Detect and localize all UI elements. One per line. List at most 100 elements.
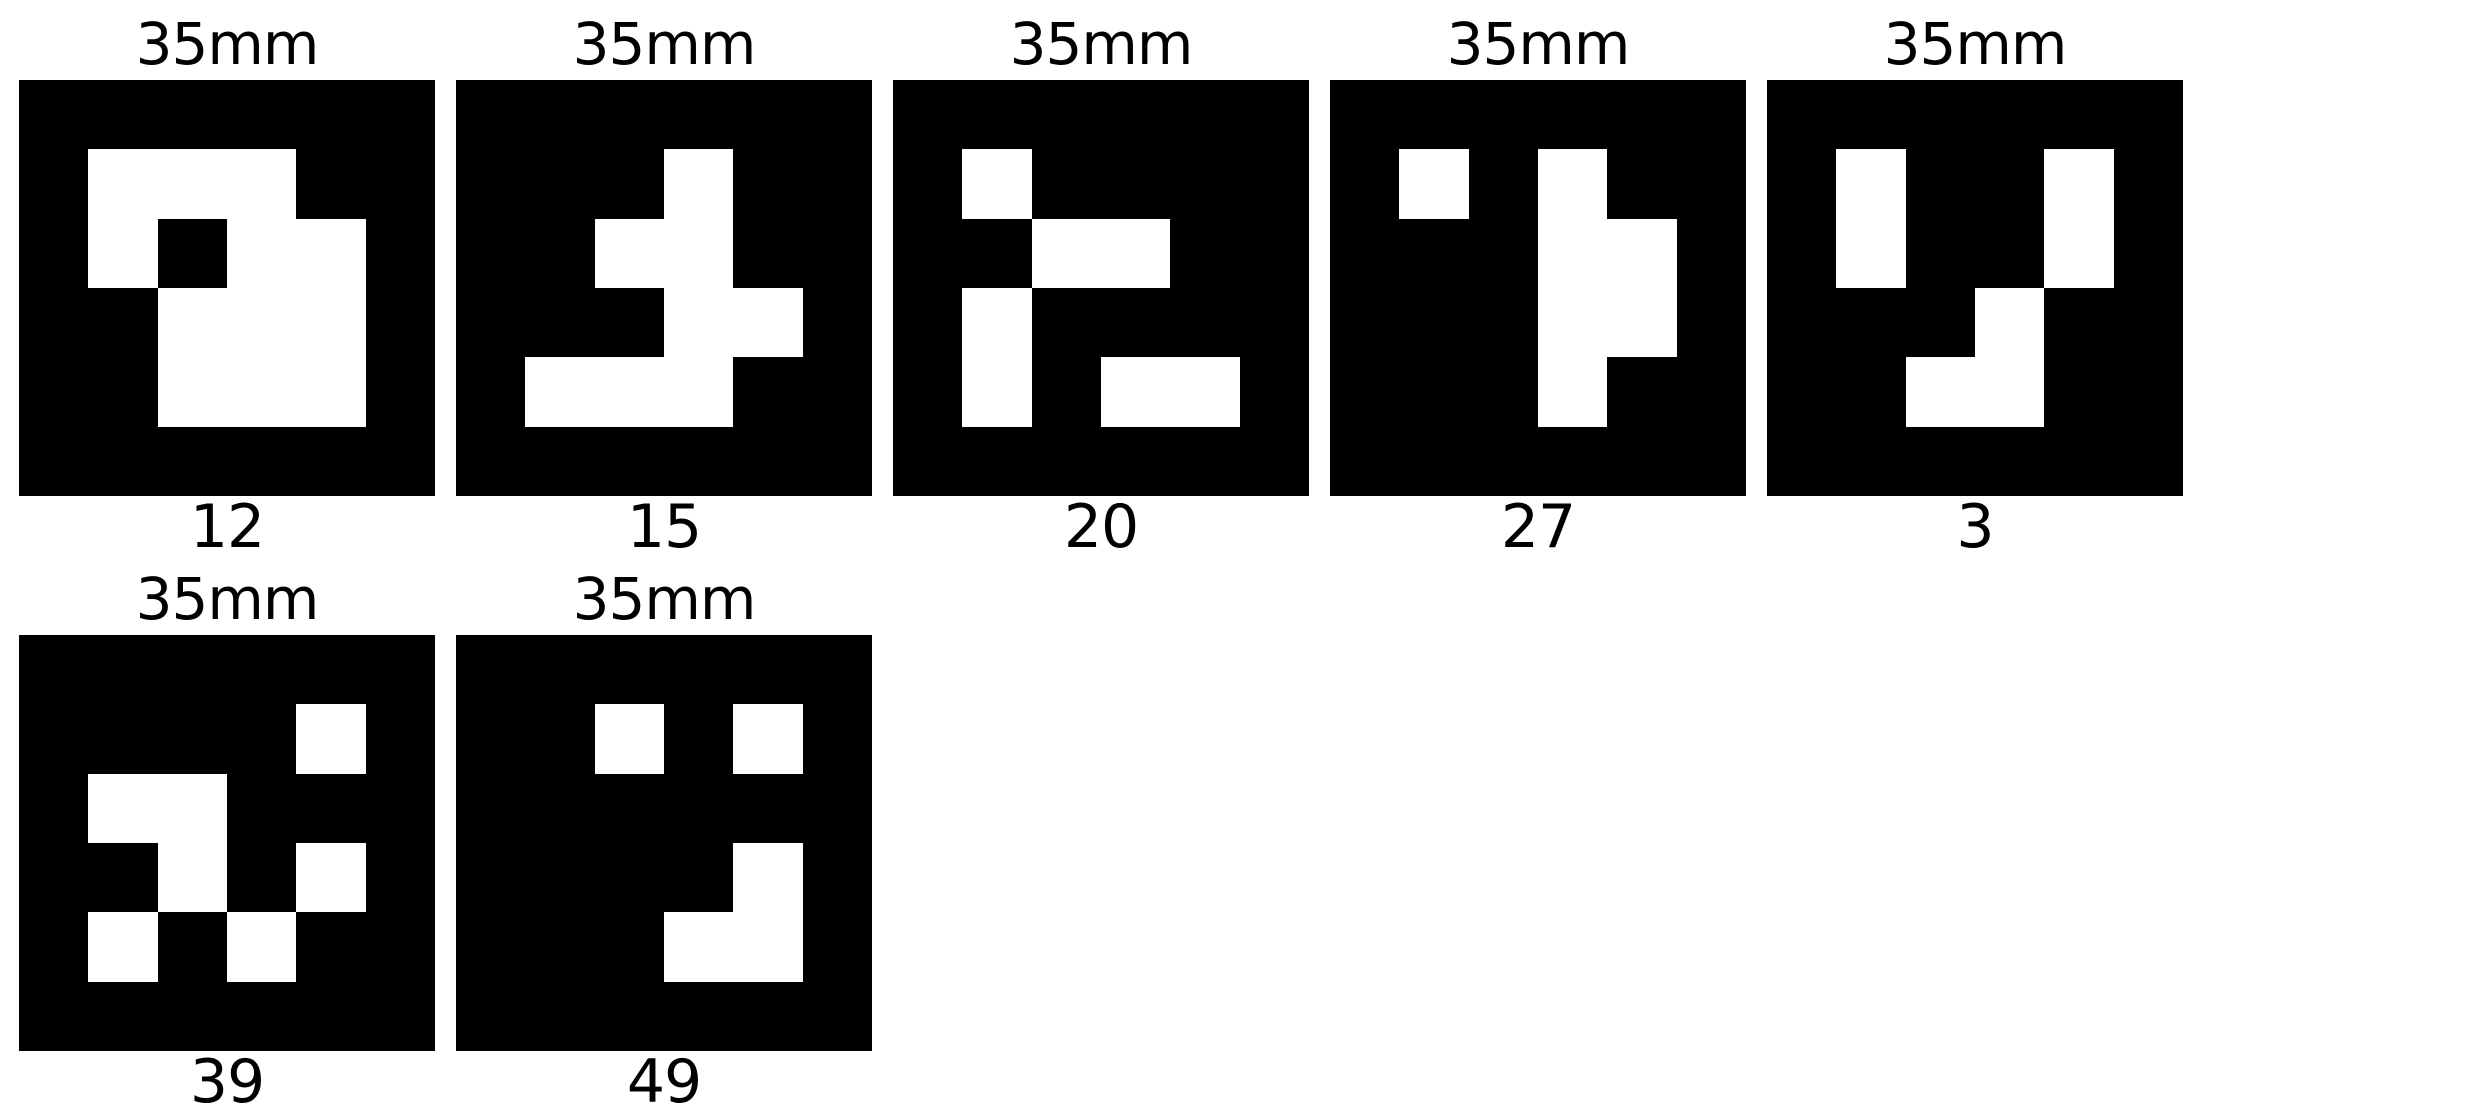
marker-cell-black [595,427,664,496]
marker-cell-black [227,427,296,496]
marker-id-label: 12 [19,496,435,558]
marker-cell-black [1240,357,1309,426]
marker-cell-white [1538,219,1607,288]
marker-id-label: 27 [1330,496,1746,558]
marker-cell-black [1399,80,1468,149]
marker-cell-white [227,912,296,981]
marker-cell-black [366,427,435,496]
marker-cell-white [1975,288,2044,357]
marker-cell-black [456,357,525,426]
marker-cell-black [158,704,227,773]
marker-cell-black [962,427,1031,496]
marker-cell-black [2114,357,2183,426]
marker-cell-black [1170,427,1239,496]
marker-cell-black [456,912,525,981]
marker-size-label: 35mm [893,14,1309,74]
marker-cell-black [1032,149,1101,218]
marker-cell-black [88,427,157,496]
marker-cell-black [1469,288,1538,357]
marker-cell-black [803,219,872,288]
marker-cell-black [1975,149,2044,218]
marker-cell-black [1975,219,2044,288]
marker-cell-black [227,982,296,1051]
marker-cell-white [595,704,664,773]
marker-cell-black [19,219,88,288]
marker-cell-white [664,357,733,426]
marker-cell-black [733,219,802,288]
marker-cell-black [366,357,435,426]
marker-cell-black [664,704,733,773]
marker-cell-black [2114,219,2183,288]
marker-cell-black [664,982,733,1051]
marker-cell-white [962,149,1031,218]
marker-cell-black [1330,149,1399,218]
marker-cell-black [296,149,365,218]
marker-cell-black [1330,219,1399,288]
marker-cell-white [227,357,296,426]
marker-cell-black [525,427,594,496]
marker-cell-black [1469,149,1538,218]
marker-cell-black [803,635,872,704]
marker-cell-black [88,80,157,149]
marker-cell-black [88,635,157,704]
marker-cell-black [1032,80,1101,149]
marker-cell-black [296,912,365,981]
marker-cell-white [595,357,664,426]
marker-cell-black [1399,219,1468,288]
marker-cell-black [1399,288,1468,357]
marker-cell-white [664,288,733,357]
marker-cell-black [1836,288,1905,357]
marker-cell-black [88,357,157,426]
marker-id-label: 20 [893,496,1309,558]
marker-cell-black [525,635,594,704]
marker-cell-black [1469,219,1538,288]
aruco-marker [893,80,1309,496]
marker-cell-black [803,843,872,912]
marker-cell-black [19,288,88,357]
marker-cell-black [296,427,365,496]
marker-cell-black [227,80,296,149]
marker-cell-white [1538,288,1607,357]
marker-cell-black [1240,149,1309,218]
marker-cell-black [1032,427,1101,496]
marker-cell-black [1469,427,1538,496]
marker-cell-black [525,912,594,981]
marker-cell-black [296,982,365,1051]
marker-cell-white [1032,219,1101,288]
marker-cell-black [19,774,88,843]
marker-id-label: 15 [456,496,872,558]
marker-cell-white [158,149,227,218]
marker-cell-black [19,80,88,149]
marker-cell-white [158,357,227,426]
marker-cell-black [595,774,664,843]
marker-cell-black [525,149,594,218]
marker-cell-black [1032,357,1101,426]
marker-cell-black [227,774,296,843]
marker-cell-black [1677,288,1746,357]
marker-cell-white [88,149,157,218]
marker-cell-white [1538,149,1607,218]
marker-cell-white [595,219,664,288]
marker-cell-black [1677,427,1746,496]
marker-cell-black [1330,80,1399,149]
marker-id-label: 49 [456,1051,872,1113]
marker-cell-white [962,357,1031,426]
marker-cell-black [19,843,88,912]
marker-cell-black [1032,288,1101,357]
marker-cell-black [456,149,525,218]
marker-cell-black [803,704,872,773]
marker-cell-black [1170,288,1239,357]
marker-cell-black [158,635,227,704]
marker-cell-black [456,427,525,496]
marker-cell-white [88,774,157,843]
marker-cell-black [227,704,296,773]
marker-cell-black [1836,80,1905,149]
marker-cell-black [733,774,802,843]
marker-cell-black [1330,357,1399,426]
marker-id-label: 39 [19,1051,435,1113]
marker-cell-white [227,288,296,357]
marker-cell-white [1538,357,1607,426]
marker-cell-white [296,843,365,912]
marker-cell-black [2044,357,2113,426]
marker-cell-black [456,774,525,843]
